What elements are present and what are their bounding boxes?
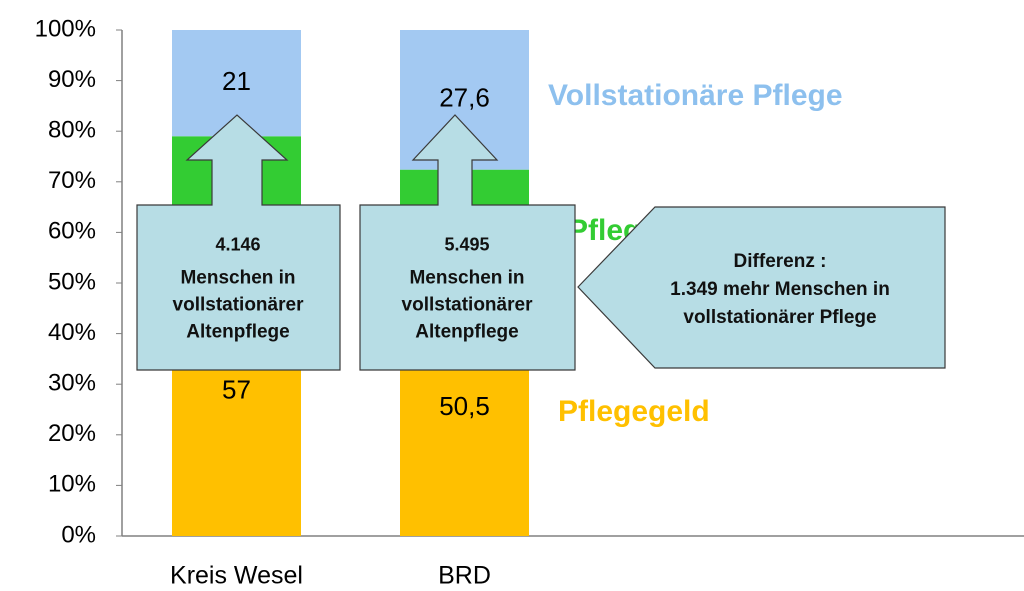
callout-text: Differenz : [734, 251, 827, 272]
callout-text: Altenpflege [186, 322, 289, 343]
legend-label: Vollstationäre Pflege [548, 79, 843, 112]
callout [359, 114, 576, 371]
legend-label: Pflegegeld [558, 395, 710, 428]
x-tick-label: BRD [438, 562, 491, 590]
callout-text: Menschen in [180, 268, 295, 289]
callout-text: 1.349 mehr Menschen in [670, 279, 890, 300]
value-label: 21 [222, 66, 251, 96]
y-tick-label: 50% [48, 268, 96, 295]
y-tick-label: 90% [48, 66, 96, 93]
callout [577, 206, 946, 369]
value-label: 57 [222, 375, 251, 405]
y-tick-label: 40% [48, 319, 96, 346]
callout-text: vollstationärer [173, 295, 305, 316]
callout-text: Menschen in [409, 268, 524, 289]
callout-text: 4.146 [215, 234, 260, 254]
callout-text: Altenpflege [415, 322, 518, 343]
value-label: 50,5 [439, 391, 490, 421]
y-tick-label: 30% [48, 370, 96, 397]
y-tick-label: 100% [35, 15, 96, 42]
x-tick-label: Kreis Wesel [170, 562, 303, 590]
y-tick-label: 10% [48, 471, 96, 498]
callout-text: vollstationärer Pflege [683, 307, 876, 328]
y-tick-label: 70% [48, 167, 96, 194]
y-tick-label: 20% [48, 420, 96, 447]
y-tick-label: 80% [48, 117, 96, 144]
y-tick-label: 60% [48, 218, 96, 245]
value-label: 27,6 [439, 83, 490, 113]
callout-text: vollstationärer [402, 295, 534, 316]
callout-text: 5.495 [444, 234, 489, 254]
callout [136, 114, 341, 371]
y-tick-label: 0% [61, 521, 96, 548]
